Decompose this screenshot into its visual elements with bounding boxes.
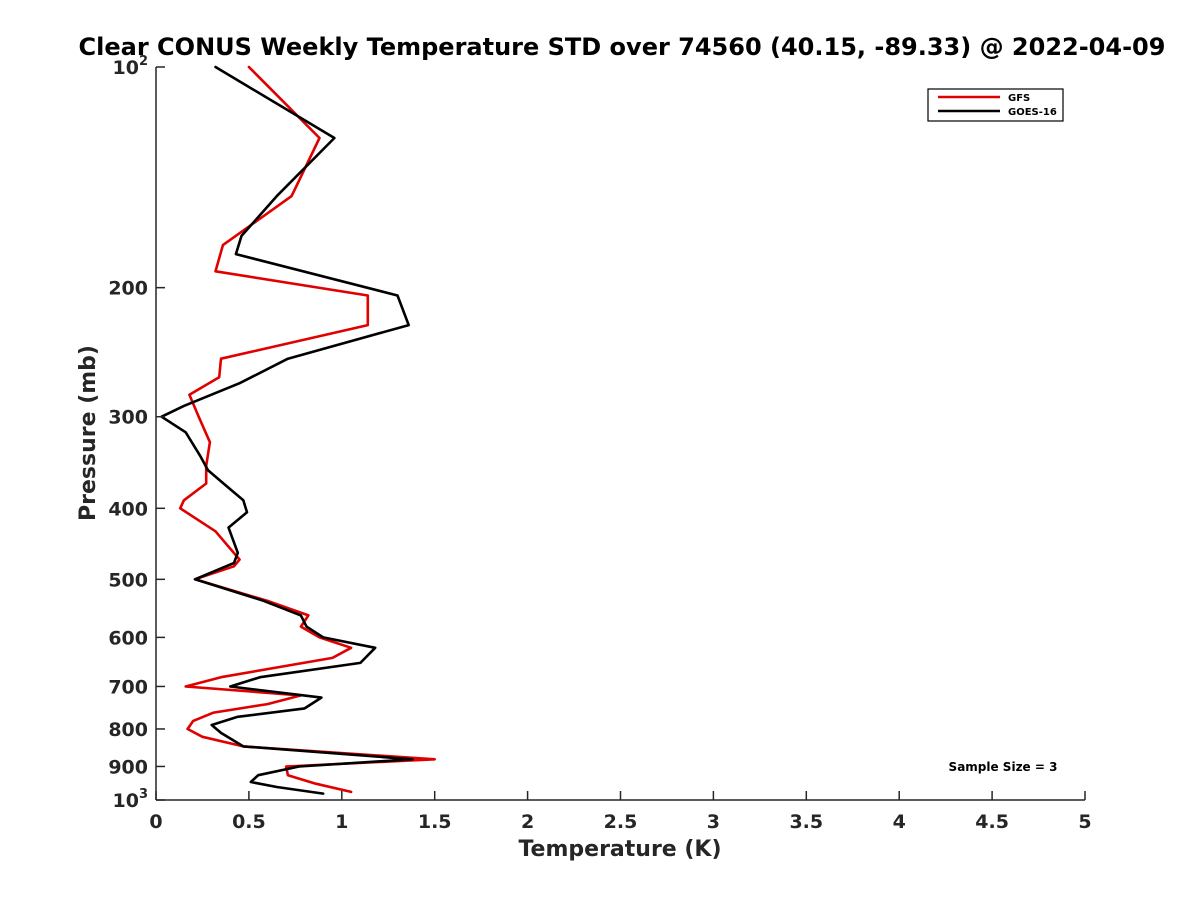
x-tick-label: 3 [707,811,720,833]
y-tick-label: 103 [113,787,149,812]
x-tick-label: 0 [149,811,162,833]
x-tick-label: 4 [893,811,906,833]
chart-title: Clear CONUS Weekly Temperature STD over … [79,33,1166,61]
y-tick-label: 400 [108,498,148,520]
series-layer [160,65,437,795]
x-tick-label: 0.5 [232,811,266,833]
y-tick-label: 300 [108,407,148,429]
y-tick-label: 800 [108,719,148,741]
sample-size-annotation: Sample Size = 3 [949,760,1058,774]
x-tick-label: 3.5 [789,811,823,833]
x-tick-label: 4.5 [975,811,1009,833]
x-tick-label: 5 [1078,811,1091,833]
y-axis-label: Pressure (mb) [76,345,101,521]
legend-label-gfs: GFS [1008,93,1030,104]
x-tick-label: 1.5 [418,811,452,833]
plot-area: 0 0.5 1 1.5 2 2.5 3 3.5 4 4.5 5 102 200 300 400 500 600 7… [108,54,1091,833]
y-tick-label: 700 [108,676,148,698]
y-tick-label: 500 [108,569,148,591]
y-tick-label: 600 [108,627,148,649]
series-line-goes-16 [160,65,414,795]
x-tick-label: 1 [335,811,348,833]
x-tick-label: 2.5 [604,811,638,833]
legend: GFS GOES-16 [927,88,1064,122]
x-axis-label: Temperature (K) [518,837,721,862]
plot-background [156,67,1085,800]
legend-box [927,88,1064,122]
legend-label-goes-16: GOES-16 [1008,107,1057,118]
axes-layer: 0 0.5 1 1.5 2 2.5 3 3.5 4 4.5 5 102 200 300 400 500 600 7… [108,54,1091,833]
y-tick-label: 102 [113,54,149,79]
y-tick-label: 900 [108,756,148,778]
x-tick-label: 2 [521,811,534,833]
y-tick-label: 200 [108,278,148,300]
